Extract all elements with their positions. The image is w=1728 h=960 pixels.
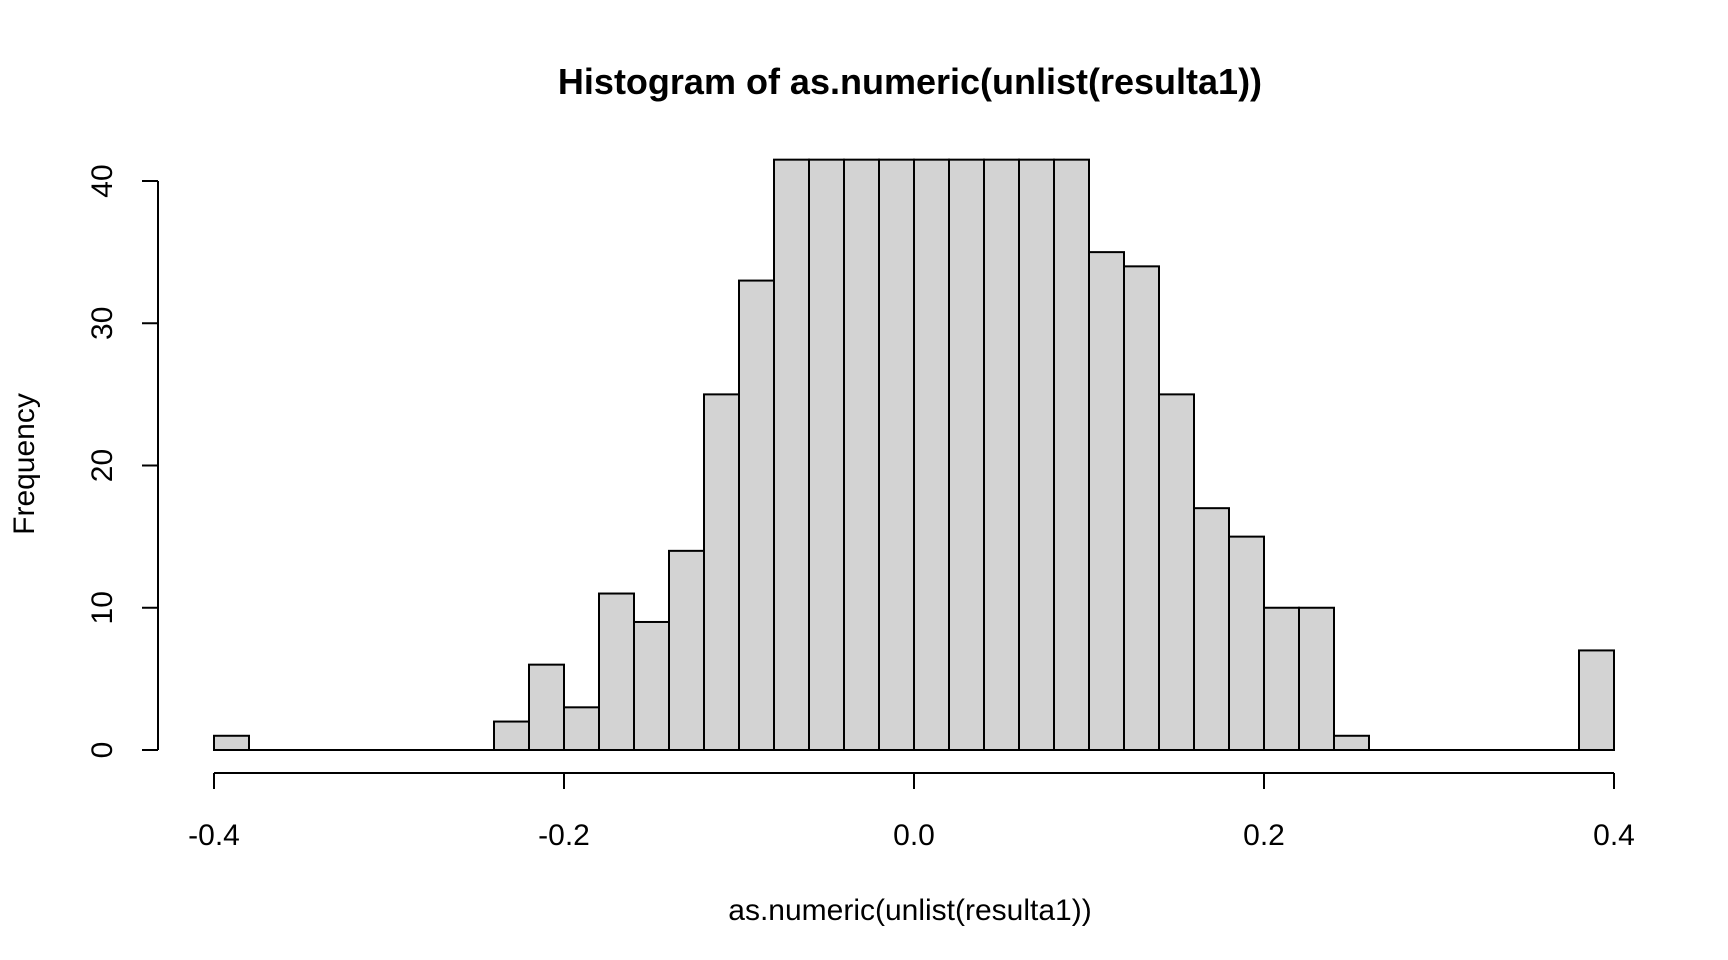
y-tick-label: 40 <box>86 164 119 197</box>
x-axis-label: as.numeric(unlist(resulta1)) <box>728 894 1091 927</box>
y-axis-label: Frequency <box>8 393 41 535</box>
histogram-bar <box>633 620 670 751</box>
x-tick-label: 0.0 <box>893 819 935 852</box>
histogram-bar <box>1298 606 1335 751</box>
x-tick-label: 0.2 <box>1243 819 1285 852</box>
histogram-bar <box>983 158 1020 752</box>
histogram-bar <box>1333 734 1370 752</box>
y-tick-label: 30 <box>86 307 119 340</box>
x-tick-label: 0.4 <box>1593 819 1635 852</box>
histogram-bar <box>703 393 740 751</box>
histogram-bars <box>213 158 1615 752</box>
histogram-bar <box>563 706 600 752</box>
histogram-bar <box>773 158 810 752</box>
histogram-bar <box>843 158 880 752</box>
histogram-bar <box>878 158 915 752</box>
chart-title: Histogram of as.numeric(unlist(resulta1)… <box>558 61 1262 102</box>
histogram-bar <box>1578 649 1615 751</box>
histogram-bar <box>808 158 845 752</box>
y-tick-label: 10 <box>86 591 119 624</box>
histogram-bar <box>598 592 635 752</box>
histogram-bar <box>1123 265 1160 751</box>
histogram-bar <box>213 734 250 752</box>
histogram-bar <box>1158 393 1195 751</box>
y-axis: 0 10 20 30 40 <box>86 164 159 759</box>
histogram-bar <box>738 279 775 751</box>
histogram-bar <box>528 663 565 752</box>
y-tick-label: 20 <box>86 449 119 482</box>
histogram-bar <box>1018 158 1055 752</box>
x-tick-label: -0.4 <box>188 819 240 852</box>
histogram-bar <box>1228 535 1265 751</box>
histogram-bar <box>493 720 530 751</box>
x-tick-label: -0.2 <box>538 819 590 852</box>
histogram-bar <box>948 158 985 752</box>
histogram-bar <box>668 549 705 751</box>
y-tick-label: 0 <box>86 742 119 759</box>
histogram-bar <box>1053 158 1090 752</box>
histogram-bar <box>1263 606 1300 751</box>
histogram-bar <box>1088 251 1125 751</box>
histogram-bar <box>1193 507 1230 751</box>
x-axis: -0.4 -0.2 0.0 0.2 0.4 <box>188 772 1635 852</box>
histogram-bar <box>913 158 950 752</box>
